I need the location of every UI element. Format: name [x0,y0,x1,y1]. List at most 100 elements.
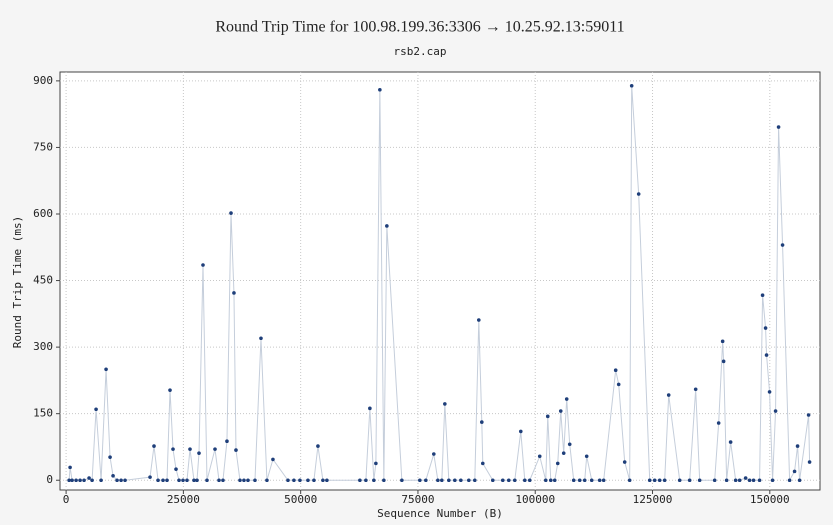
rtt-point [418,478,422,483]
y-tick-label: 750 [33,140,53,153]
rtt-point [807,460,812,464]
y-tick-label: 900 [33,74,53,87]
rtt-point [181,478,185,483]
rtt-point [246,478,250,483]
rtt-point [168,388,172,392]
rtt-point [185,478,189,483]
rtt-point [776,125,781,129]
rtt-point [286,478,290,483]
rtt-point [259,336,263,341]
rtt-point [760,293,765,297]
rtt-point [99,478,103,483]
rtt-point [364,478,368,483]
rtt-point [225,439,229,443]
rtt-point [577,478,582,483]
rtt-point [432,452,436,456]
rtt-point [720,339,725,344]
y-tick-label: 300 [33,340,53,353]
rtt-point [165,478,169,483]
rtt-point [68,465,72,470]
y-tick-label: 600 [33,207,53,220]
rtt-point [647,478,652,483]
rtt-point [161,478,165,483]
rtt-point [584,454,589,459]
x-tick-label: 150000 [750,493,790,506]
rtt-point [712,478,717,483]
rtt-point [94,407,98,412]
rtt-point [312,478,316,483]
x-axis-label: Sequence Number (B) [377,507,503,520]
rtt-point [506,478,511,483]
rtt-point [115,478,119,483]
rtt-point [666,393,671,397]
rtt-point [447,478,451,483]
rtt-point [522,478,527,483]
rtt-point [459,478,463,483]
rtt-point [197,451,201,455]
rtt-point [733,478,738,483]
x-tick-label: 125000 [633,493,673,506]
rtt-point [217,478,221,483]
rtt-point [751,478,756,483]
rtt-point [119,478,123,483]
rtt-point [728,440,733,444]
rtt-point [561,451,566,455]
rtt-point [292,478,296,483]
rtt-point [806,413,811,417]
rtt-point [378,87,382,92]
rtt-point [238,478,242,483]
rtt-point [234,448,238,452]
rtt-point [490,478,495,483]
rtt-point [400,478,404,483]
rtt-point [316,444,320,448]
rtt-point [358,478,362,483]
rtt-point [443,402,447,406]
rtt-point [480,420,484,424]
rtt-point [677,478,682,483]
rtt-point [764,353,769,357]
rtt-point [757,478,762,483]
rtt-point [177,478,181,483]
rtt-point [242,478,246,483]
rtt-point [780,243,785,247]
rtt-point [601,478,606,483]
rtt-point [221,478,225,483]
rtt-point [78,478,82,483]
rtt-point [368,406,372,411]
rtt-point [543,478,548,483]
rtt-point [232,291,236,295]
rtt-point [552,478,557,483]
rtt-point [372,478,376,483]
rtt-point [527,478,532,483]
rtt-point [743,476,748,480]
rtt-point [321,478,325,483]
rtt-point [385,224,389,228]
rtt-point [613,368,618,372]
chart-title: Round Trip Time for 100.98.199.36:3306 →… [215,19,624,36]
rtt-point [548,478,553,483]
rtt-point [629,83,634,88]
rtt-point [627,478,632,483]
rtt-point [174,467,178,471]
rtt-point [229,211,233,215]
rtt-point [90,478,94,483]
rtt-point [795,444,800,448]
rtt-point [636,192,641,196]
rtt-point [171,447,175,451]
rtt-point [518,429,523,434]
rtt-point [453,478,457,483]
rtt-point [787,478,792,483]
rtt-point [622,460,627,464]
rtt-point [374,461,378,466]
rtt-point [697,478,702,483]
rtt-point [188,447,192,451]
rtt-point [792,469,797,474]
rtt-point [597,478,602,483]
rtt-point [82,478,86,483]
x-tick-label: 50000 [284,493,317,506]
rtt-point [662,478,667,483]
rtt-point [652,478,657,483]
rtt-point [545,414,550,419]
rtt-point [500,478,505,483]
